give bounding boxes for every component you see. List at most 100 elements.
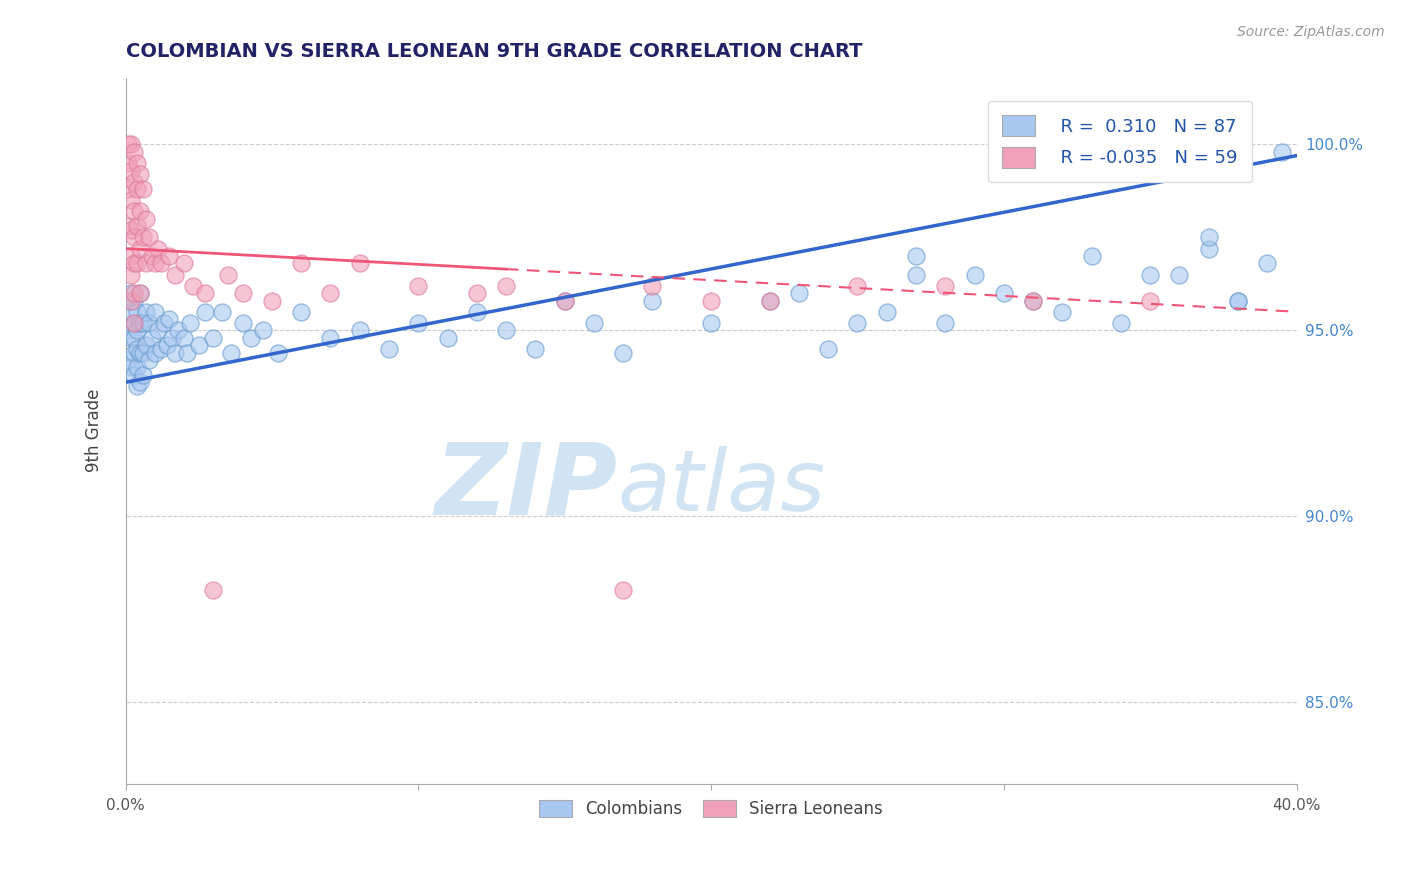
Point — [612, 345, 634, 359]
Point — [641, 293, 664, 308]
Point — [129, 376, 152, 390]
Point — [127, 219, 149, 234]
Point — [934, 278, 956, 293]
Point — [124, 175, 146, 189]
Point — [124, 331, 146, 345]
Point — [117, 182, 139, 196]
Point — [127, 256, 149, 270]
Point — [117, 137, 139, 152]
Point — [211, 304, 233, 318]
Point — [406, 316, 429, 330]
Point — [406, 278, 429, 293]
Point — [152, 316, 174, 330]
Point — [132, 182, 155, 196]
Point — [1022, 293, 1045, 308]
Point — [817, 342, 839, 356]
Point — [904, 249, 927, 263]
Point — [232, 316, 254, 330]
Point — [876, 304, 898, 318]
Point — [1109, 316, 1132, 330]
Text: atlas: atlas — [617, 446, 825, 529]
Point — [176, 345, 198, 359]
Point — [129, 242, 152, 256]
Point — [120, 293, 142, 308]
Point — [349, 323, 371, 337]
Point — [436, 331, 458, 345]
Point — [129, 286, 152, 301]
Point — [120, 304, 142, 318]
Point — [1080, 249, 1102, 263]
Point — [846, 316, 869, 330]
Point — [495, 278, 517, 293]
Point — [173, 331, 195, 345]
Point — [524, 342, 547, 356]
Point — [846, 278, 869, 293]
Point — [120, 193, 142, 207]
Point — [146, 242, 169, 256]
Point — [1256, 256, 1278, 270]
Point — [319, 286, 342, 301]
Text: Source: ZipAtlas.com: Source: ZipAtlas.com — [1237, 25, 1385, 39]
Point — [181, 278, 204, 293]
Point — [138, 230, 160, 244]
Point — [117, 353, 139, 368]
Point — [1198, 230, 1220, 244]
Point — [149, 342, 172, 356]
Point — [120, 331, 142, 345]
Point — [934, 316, 956, 330]
Point — [124, 316, 146, 330]
Point — [124, 293, 146, 308]
Point — [138, 316, 160, 330]
Point — [1052, 304, 1074, 318]
Point — [193, 286, 215, 301]
Point — [1271, 145, 1294, 159]
Point — [159, 312, 181, 326]
Point — [129, 204, 152, 219]
Point — [141, 249, 163, 263]
Point — [700, 316, 723, 330]
Point — [240, 331, 263, 345]
Point — [378, 342, 401, 356]
Point — [124, 286, 146, 301]
Point — [1227, 293, 1250, 308]
Point — [963, 268, 986, 282]
Point — [127, 342, 149, 356]
Point — [232, 286, 254, 301]
Point — [162, 331, 184, 345]
Point — [582, 316, 605, 330]
Point — [117, 293, 139, 308]
Point — [127, 360, 149, 375]
Point — [1168, 268, 1191, 282]
Point — [135, 338, 157, 352]
Point — [120, 137, 142, 152]
Point — [290, 256, 312, 270]
Point — [179, 316, 201, 330]
Point — [124, 256, 146, 270]
Point — [135, 256, 157, 270]
Point — [124, 368, 146, 382]
Point — [554, 293, 576, 308]
Point — [132, 368, 155, 382]
Point — [465, 304, 488, 318]
Point — [124, 345, 146, 359]
Point — [904, 268, 927, 282]
Point — [260, 293, 283, 308]
Point — [127, 379, 149, 393]
Point — [319, 331, 342, 345]
Point — [120, 286, 142, 301]
Point — [124, 204, 146, 219]
Legend: Colombians, Sierra Leoneans: Colombians, Sierra Leoneans — [533, 793, 890, 825]
Point — [252, 323, 274, 337]
Point — [187, 338, 209, 352]
Point — [124, 316, 146, 330]
Point — [165, 268, 187, 282]
Point — [117, 323, 139, 337]
Point — [127, 182, 149, 196]
Point — [143, 345, 166, 359]
Point — [127, 156, 149, 170]
Point — [219, 345, 242, 359]
Y-axis label: 9th Grade: 9th Grade — [86, 389, 103, 473]
Point — [1139, 268, 1161, 282]
Point — [1198, 242, 1220, 256]
Point — [173, 256, 195, 270]
